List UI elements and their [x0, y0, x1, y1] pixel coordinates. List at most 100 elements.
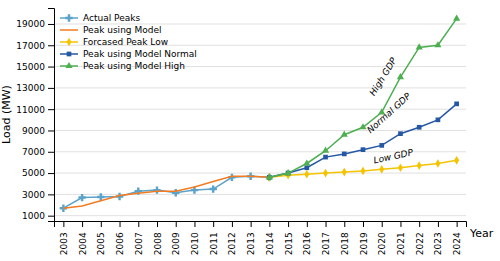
- y-tick: 9000: [22, 126, 54, 136]
- series-marker: [323, 155, 328, 160]
- legend-item: Peak using Model: [60, 25, 161, 35]
- series-marker: [379, 165, 384, 174]
- x-tick-label: 2008: [153, 232, 163, 255]
- legend-item: Forcased Peak Low: [60, 37, 168, 47]
- x-tick-label: 2003: [59, 232, 69, 255]
- series-marker: [454, 156, 459, 165]
- x-tick-mark: [120, 221, 121, 227]
- x-tick: 2024: [452, 221, 462, 255]
- x-tick-label: 2024: [452, 232, 462, 255]
- x-tick: 2012: [227, 221, 237, 255]
- plot: 2003200420052006200720082009201020112012…: [0, 9, 494, 256]
- series-line: [269, 19, 456, 178]
- series-marker: [341, 131, 348, 137]
- x-tick: 2007: [134, 221, 144, 255]
- y-tick-mark: [48, 173, 54, 174]
- y-tick-mark: [48, 109, 54, 110]
- y-tick: 1000: [22, 211, 54, 221]
- annotation: Normal GDP: [365, 91, 413, 136]
- series-marker: [417, 161, 422, 170]
- x-axis: 2003200420052006200720082009201020112012…: [55, 221, 467, 255]
- x-tick-mark: [157, 221, 158, 227]
- grid-line: [54, 130, 466, 131]
- series-marker: [304, 170, 309, 179]
- grid-line: [54, 215, 466, 216]
- x-tick: 2004: [78, 221, 88, 255]
- x-tick-mark: [344, 221, 345, 227]
- y-tick-label: 1000: [22, 211, 45, 221]
- chart: 2003200420052006200720082009201020112012…: [0, 0, 500, 261]
- annotation: High GDP: [367, 55, 399, 97]
- series-marker: [285, 169, 292, 175]
- legend-item: Peak using Model Normal: [60, 49, 197, 59]
- x-tick: 2022: [415, 221, 425, 255]
- series-marker: [323, 169, 328, 178]
- x-tick-label: 2015: [284, 232, 294, 255]
- x-tick-label: 2016: [302, 232, 312, 255]
- x-tick-mark: [400, 221, 401, 227]
- x-tick-mark: [194, 221, 195, 227]
- series-marker: [398, 131, 403, 136]
- x-tick-label: 2013: [246, 232, 256, 255]
- x-tick-label: 2004: [78, 232, 88, 255]
- series-line: [269, 104, 456, 177]
- annotation: Low GDP: [373, 147, 415, 165]
- y-tick-label: 17000: [16, 41, 45, 51]
- series-marker: [361, 147, 366, 152]
- x-tick: 2003: [59, 221, 69, 255]
- x-tick-mark: [232, 221, 233, 227]
- legend-label: Forcased Peak Low: [83, 37, 168, 47]
- data-area: [60, 15, 461, 212]
- x-tick: 2008: [153, 221, 163, 255]
- x-tick-label: 2021: [396, 232, 406, 255]
- legend-label: Peak using Model High: [83, 61, 185, 71]
- grid-line: [54, 87, 466, 88]
- y-tick-mark: [48, 130, 54, 131]
- x-tick: 2023: [433, 221, 443, 255]
- series-marker: [304, 165, 309, 170]
- x-tick-mark: [176, 221, 177, 227]
- legend-label: Actual Peaks: [83, 13, 140, 23]
- legend-label: Peak using Model Normal: [83, 49, 197, 59]
- series-marker: [397, 73, 404, 79]
- x-tick: 2016: [302, 221, 312, 255]
- legend-marker: [65, 14, 72, 21]
- y-tick-mark: [48, 67, 54, 68]
- series-line: [63, 176, 269, 208]
- x-tick-mark: [457, 221, 458, 227]
- x-tick-mark: [269, 221, 270, 227]
- series-marker: [342, 152, 347, 157]
- x-tick: 2017: [321, 221, 331, 255]
- x-tick-label: 2014: [265, 232, 275, 255]
- x-tick: 2009: [171, 221, 181, 255]
- series-marker: [78, 194, 85, 201]
- x-tick: 2015: [284, 221, 294, 255]
- x-tick: 2013: [246, 221, 256, 255]
- x-tick-mark: [63, 221, 64, 227]
- x-tick-mark: [438, 221, 439, 227]
- legend-label: Peak using Model: [83, 25, 161, 35]
- x-tick-mark: [213, 221, 214, 227]
- series-marker: [266, 173, 273, 179]
- x-tick-mark: [307, 221, 308, 227]
- x-tick-label: 2018: [340, 232, 350, 255]
- x-axis-title: Year: [469, 227, 494, 240]
- x-tick-label: 2010: [190, 232, 200, 255]
- legend: Actual Peaks Peak using Model Forcased Pea…: [60, 13, 197, 71]
- y-tick-mark: [48, 88, 54, 89]
- y-tick-label: 15000: [16, 62, 45, 72]
- x-tick-mark: [363, 221, 364, 227]
- y-axis-title: Load (MW): [0, 85, 13, 144]
- legend-marker: [66, 38, 71, 47]
- x-tick-mark: [326, 221, 327, 227]
- y-tick-label: 19000: [16, 19, 45, 29]
- series-marker: [436, 117, 441, 122]
- x-tick-mark: [419, 221, 420, 227]
- x-tick: 2005: [96, 221, 106, 255]
- series-marker: [435, 159, 440, 168]
- x-tick-label: 2017: [321, 232, 331, 255]
- y-tick-mark: [48, 45, 54, 46]
- y-tick: 17000: [16, 41, 54, 51]
- y-tick-label: 7000: [22, 147, 45, 157]
- legend-marker: [65, 62, 72, 68]
